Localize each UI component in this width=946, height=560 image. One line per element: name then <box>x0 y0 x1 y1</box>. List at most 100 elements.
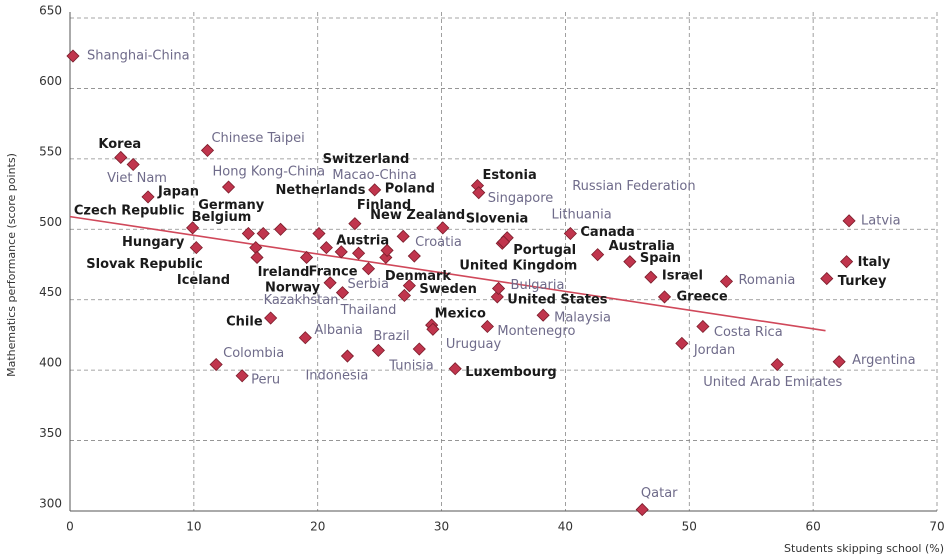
point-label: Switzerland <box>323 152 410 167</box>
point-label: Korea <box>98 137 141 152</box>
point-label: Denmark <box>385 269 452 284</box>
point-label: Czech Republic <box>74 203 185 218</box>
point <box>402 279 416 293</box>
x-tick-label: 60 <box>806 520 821 534</box>
point <box>635 503 649 517</box>
point <box>490 290 504 304</box>
point-label: Albania <box>314 323 363 338</box>
point <box>368 183 382 197</box>
x-tick-label: 70 <box>929 520 944 534</box>
point-label: Italy <box>858 255 891 270</box>
point-label: France <box>309 265 358 280</box>
point-label: Lithuania <box>552 207 612 222</box>
point <box>352 246 366 260</box>
point-label: Russian Federation <box>572 179 695 194</box>
point <box>250 250 264 265</box>
point-label: Belgium <box>192 210 252 225</box>
x-tick-label: 30 <box>434 520 449 534</box>
point <box>397 288 411 303</box>
point <box>644 270 658 284</box>
x-tick-label: 10 <box>186 520 201 534</box>
point-label: Netherlands <box>276 183 366 198</box>
point <box>371 343 385 357</box>
point <box>657 290 672 304</box>
point <box>491 281 506 296</box>
point <box>696 319 710 334</box>
point-label: Portugal <box>513 243 576 258</box>
point-label: Chile <box>226 315 263 330</box>
y-tick-label: 650 <box>39 4 62 18</box>
y-tick-label: 450 <box>39 285 62 299</box>
point <box>273 222 288 236</box>
point <box>820 272 834 286</box>
y-tick-label: 550 <box>39 144 62 158</box>
point-label: Argentina <box>852 353 915 368</box>
point <box>340 349 355 363</box>
point-label: Costa Rica <box>714 325 783 340</box>
point-label: Shanghai-China <box>87 49 190 64</box>
point <box>348 217 362 231</box>
y-tick-label: 500 <box>39 215 62 229</box>
point-label: Uruguay <box>446 337 502 352</box>
x-tick-label: 50 <box>682 520 697 534</box>
point <box>361 262 376 276</box>
point-label: Viet Nam <box>107 171 167 186</box>
point <box>66 49 80 63</box>
point-label: Estonia <box>482 168 536 183</box>
point <box>319 241 333 255</box>
point-label: Romania <box>738 273 795 288</box>
point <box>126 157 140 172</box>
point <box>407 249 421 263</box>
point-label: Ireland <box>258 265 310 280</box>
point-label: Thailand <box>340 303 397 318</box>
point-label: Germany <box>198 198 264 213</box>
point-label: Bulgaria <box>511 278 565 293</box>
point-label: Hong Kong-China <box>213 165 326 180</box>
point-label: Qatar <box>641 486 678 501</box>
point-label: Spain <box>640 251 681 266</box>
point <box>189 241 203 255</box>
point-label: Turkey <box>838 274 887 289</box>
point-label: Australia <box>609 239 675 254</box>
point-label: Montenegro <box>497 324 575 339</box>
point <box>426 322 440 336</box>
x-tick-label: 20 <box>310 520 325 534</box>
point-label: Japan <box>157 184 199 199</box>
point-label: Canada <box>580 225 634 240</box>
point <box>842 214 856 228</box>
point <box>141 190 155 204</box>
point <box>675 336 689 350</box>
y-axis-title: Mathematics performance (score points) <box>5 153 18 377</box>
point <box>496 235 511 249</box>
point-label: Sweden <box>419 282 477 297</box>
point-label: Norway <box>265 280 321 295</box>
point <box>412 342 426 356</box>
point-label: Singapore <box>488 191 554 206</box>
point <box>448 362 462 376</box>
point <box>256 226 270 241</box>
point <box>335 286 350 300</box>
trend-line <box>69 215 826 332</box>
point <box>840 255 854 269</box>
x-axis-title: Students skipping school (%) <box>784 542 944 555</box>
point <box>436 221 450 235</box>
point-label: Brazil <box>373 329 409 344</box>
point <box>472 186 486 200</box>
point <box>396 229 410 243</box>
point <box>480 319 494 334</box>
point-label: Luxembourg <box>465 365 556 380</box>
point-label: Kazakhstan <box>264 293 339 308</box>
point-label: Croatia <box>415 235 462 250</box>
point-label: Indonesia <box>305 369 368 384</box>
point-label: Peru <box>251 372 280 387</box>
point <box>241 226 255 241</box>
point-label: Malaysia <box>554 311 611 326</box>
point-label: Hungary <box>122 235 185 250</box>
point-label: Poland <box>385 181 435 196</box>
point <box>563 226 577 241</box>
point <box>832 355 846 369</box>
point <box>300 250 314 265</box>
point <box>200 143 215 157</box>
point-label: Jordan <box>693 343 735 358</box>
